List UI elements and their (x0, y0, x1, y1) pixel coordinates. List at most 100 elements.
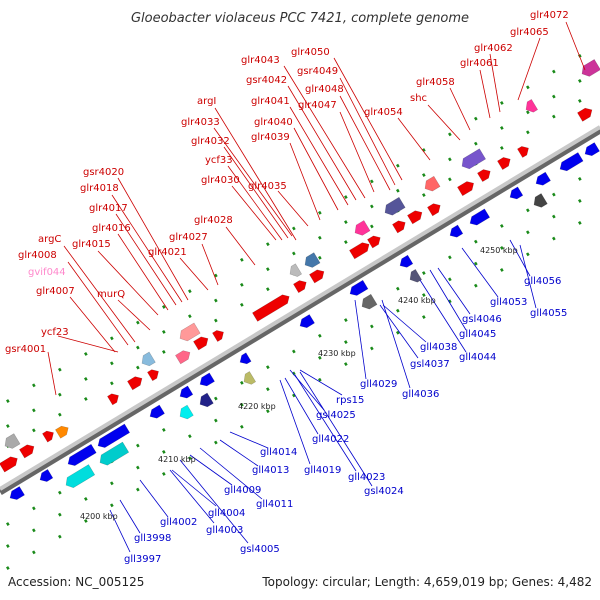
gene-label[interactable]: gll4053 (490, 297, 527, 308)
leader-line (213, 127, 293, 237)
gene-label[interactable]: gll4056 (524, 276, 561, 287)
tick-mark (57, 392, 62, 397)
tick-mark (32, 550, 36, 555)
tick-mark (31, 383, 36, 388)
gene-label[interactable]: gsl4025 (316, 410, 356, 421)
scale-tick-label: 4240 kbp (398, 296, 436, 305)
gene-label[interactable]: rps15 (336, 395, 364, 406)
gene-label[interactable]: glr4033 (181, 117, 220, 128)
gene-label[interactable]: gll4013 (252, 465, 289, 476)
gene-feature (243, 371, 257, 385)
gene-label[interactable]: gll4038 (420, 342, 457, 353)
leader-line (299, 371, 373, 487)
gene-label[interactable]: gll4044 (459, 352, 496, 363)
gene-label[interactable]: gll4002 (160, 517, 197, 528)
leader-line (189, 454, 233, 486)
gene-feature (67, 443, 97, 466)
tick-mark (552, 69, 556, 74)
leader-line (299, 369, 343, 396)
tick-mark (214, 440, 218, 445)
tick-mark (422, 193, 426, 197)
gene-label[interactable]: glr4050 (291, 47, 330, 58)
gene-label[interactable]: argC (38, 234, 61, 245)
tick-mark (239, 380, 244, 385)
gene-feature (199, 392, 214, 408)
gene-label[interactable]: gsl4005 (240, 544, 280, 555)
gene-label[interactable]: glr4040 (254, 117, 293, 128)
gene-label[interactable]: gll4029 (360, 379, 397, 390)
gene-shape (559, 152, 584, 172)
gene-label[interactable]: glr4047 (298, 100, 337, 111)
tick-mark (187, 289, 192, 294)
leader-line (284, 377, 319, 435)
gene-label[interactable]: glr4018 (80, 183, 119, 194)
gene-label[interactable]: gll4019 (304, 465, 341, 476)
tick-mark (239, 257, 244, 262)
tick-mark (32, 408, 36, 413)
gene-label[interactable]: glr4041 (251, 96, 290, 107)
gene-label[interactable]: argI (197, 96, 216, 107)
tick-mark (526, 230, 530, 235)
gene-label[interactable]: shc (410, 93, 427, 104)
leader-line (63, 245, 136, 343)
gene-label[interactable]: glr4072 (530, 10, 569, 21)
gene-label[interactable]: ycf33 (205, 155, 233, 166)
gene-label[interactable]: glr4035 (248, 181, 287, 192)
gene-feature (559, 152, 584, 172)
gene-label[interactable]: glr4043 (241, 55, 280, 66)
gene-label[interactable]: gll4023 (348, 472, 385, 483)
gene-label[interactable]: glr4021 (148, 247, 187, 258)
gene-label[interactable]: gsr4049 (297, 66, 338, 77)
gene-label[interactable]: gsr4020 (83, 167, 124, 178)
gene-label[interactable]: glr4008 (18, 250, 57, 261)
gene-label[interactable]: gll4004 (208, 508, 245, 519)
gene-shape (107, 393, 119, 406)
gene-feature (4, 433, 21, 449)
gene-label[interactable]: glr4061 (460, 58, 499, 69)
gene-label[interactable]: murQ (97, 289, 125, 300)
gene-label[interactable]: gll4036 (402, 389, 439, 400)
gene-label[interactable]: gll4009 (224, 485, 261, 496)
gene-label[interactable]: gsr4001 (5, 344, 46, 355)
gene-label[interactable]: glr4058 (416, 77, 455, 88)
gene-label[interactable]: gsr4042 (246, 75, 287, 86)
gene-feature (55, 425, 69, 439)
gene-label[interactable]: glr4030 (201, 175, 240, 186)
gene-label[interactable]: gll4003 (206, 525, 243, 536)
gene-label[interactable]: gsl4024 (364, 486, 404, 497)
gene-label[interactable]: gll3998 (134, 533, 171, 544)
gene-label[interactable]: glr4016 (92, 223, 131, 234)
gene-label[interactable]: gll4022 (312, 434, 349, 445)
gene-feature (424, 175, 441, 192)
gene-label[interactable]: gll4055 (530, 308, 567, 319)
gene-label[interactable]: gsl4037 (410, 359, 450, 370)
gene-label[interactable]: gll4014 (260, 447, 297, 458)
gene-label[interactable]: glr4062 (474, 43, 513, 54)
tick-mark (292, 371, 296, 376)
gene-feature (149, 404, 165, 419)
gene-shape (243, 371, 257, 385)
gene-label[interactable]: glr4015 (72, 239, 111, 250)
tick-mark (31, 428, 36, 433)
gene-label[interactable]: gll4045 (459, 329, 496, 340)
gene-label[interactable]: gsl4046 (462, 314, 502, 325)
gene-label[interactable]: glr4032 (191, 136, 230, 147)
leader-line (354, 299, 367, 380)
gene-label[interactable]: glr4027 (169, 232, 208, 243)
gene-label[interactable]: glr4028 (194, 215, 233, 226)
gene-label[interactable]: glr4048 (305, 84, 344, 95)
gene-label[interactable]: glr4039 (251, 132, 290, 143)
gene-label[interactable]: glr4017 (89, 203, 128, 214)
tick-mark (291, 349, 296, 354)
gene-label[interactable]: gll4011 (256, 499, 293, 510)
leader-line (339, 77, 396, 186)
gene-label[interactable]: ycf23 (41, 327, 69, 338)
tick-mark (162, 449, 166, 454)
gene-feature (577, 107, 593, 122)
gene-label[interactable]: gll3997 (124, 554, 161, 565)
leader-line (67, 261, 129, 346)
gene-label[interactable]: glr4054 (364, 107, 403, 118)
gene-label[interactable]: glr4007 (36, 286, 75, 297)
gene-label[interactable]: gvif044 (28, 267, 66, 278)
gene-label[interactable]: glr4065 (510, 27, 549, 38)
